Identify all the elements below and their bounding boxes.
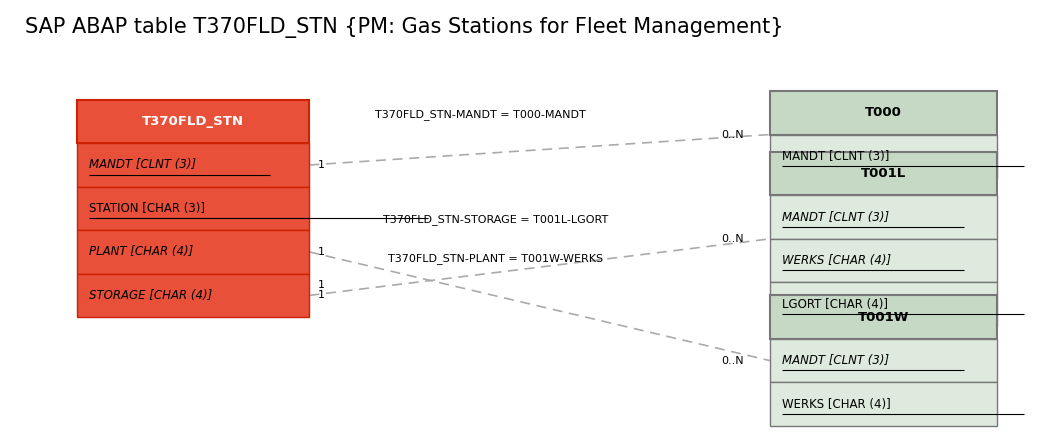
Text: WERKS [CHAR (4)]: WERKS [CHAR (4)] [782, 397, 891, 411]
FancyBboxPatch shape [770, 152, 997, 195]
Text: 0..N: 0..N [722, 129, 744, 140]
Text: T370FLD_STN-STORAGE = T001L-LGORT: T370FLD_STN-STORAGE = T001L-LGORT [383, 214, 608, 225]
Text: 1: 1 [318, 247, 324, 257]
FancyBboxPatch shape [76, 143, 310, 187]
Text: MANDT [CLNT (3)]: MANDT [CLNT (3)] [782, 354, 890, 367]
Text: 1: 1 [318, 280, 324, 290]
Text: 0..N: 0..N [722, 356, 744, 365]
Text: T001W: T001W [858, 311, 909, 324]
Text: T370FLD_STN-PLANT = T001W-WERKS: T370FLD_STN-PLANT = T001W-WERKS [388, 253, 603, 264]
FancyBboxPatch shape [770, 135, 997, 178]
FancyBboxPatch shape [76, 274, 310, 317]
Text: 1: 1 [318, 160, 324, 170]
Text: WERKS [CHAR (4)]: WERKS [CHAR (4)] [782, 254, 892, 267]
FancyBboxPatch shape [770, 382, 997, 426]
Text: 1: 1 [318, 291, 324, 300]
FancyBboxPatch shape [76, 100, 310, 143]
Text: MANDT [CLNT (3)]: MANDT [CLNT (3)] [89, 159, 196, 171]
Text: PLANT [CHAR (4)]: PLANT [CHAR (4)] [89, 245, 193, 258]
Text: STATION [CHAR (3)]: STATION [CHAR (3)] [89, 202, 205, 215]
FancyBboxPatch shape [770, 282, 997, 326]
Text: 0..N: 0..N [722, 234, 744, 244]
Text: T001L: T001L [862, 167, 906, 180]
FancyBboxPatch shape [76, 187, 310, 230]
Text: T370FLD_STN: T370FLD_STN [142, 115, 244, 128]
Text: T370FLD_STN-MANDT = T000-MANDT: T370FLD_STN-MANDT = T000-MANDT [374, 109, 585, 120]
Text: LGORT [CHAR (4)]: LGORT [CHAR (4)] [782, 298, 889, 311]
Text: MANDT [CLNT (3)]: MANDT [CLNT (3)] [782, 150, 890, 163]
Text: MANDT [CLNT (3)]: MANDT [CLNT (3)] [782, 211, 890, 224]
Text: SAP ABAP table T370FLD_STN {PM: Gas Stations for Fleet Management}: SAP ABAP table T370FLD_STN {PM: Gas Stat… [25, 17, 783, 38]
Text: STORAGE [CHAR (4)]: STORAGE [CHAR (4)] [89, 289, 213, 302]
FancyBboxPatch shape [76, 230, 310, 274]
FancyBboxPatch shape [770, 295, 997, 339]
FancyBboxPatch shape [770, 91, 997, 135]
Text: T000: T000 [866, 106, 902, 119]
FancyBboxPatch shape [770, 339, 997, 382]
FancyBboxPatch shape [770, 195, 997, 239]
FancyBboxPatch shape [770, 239, 997, 282]
